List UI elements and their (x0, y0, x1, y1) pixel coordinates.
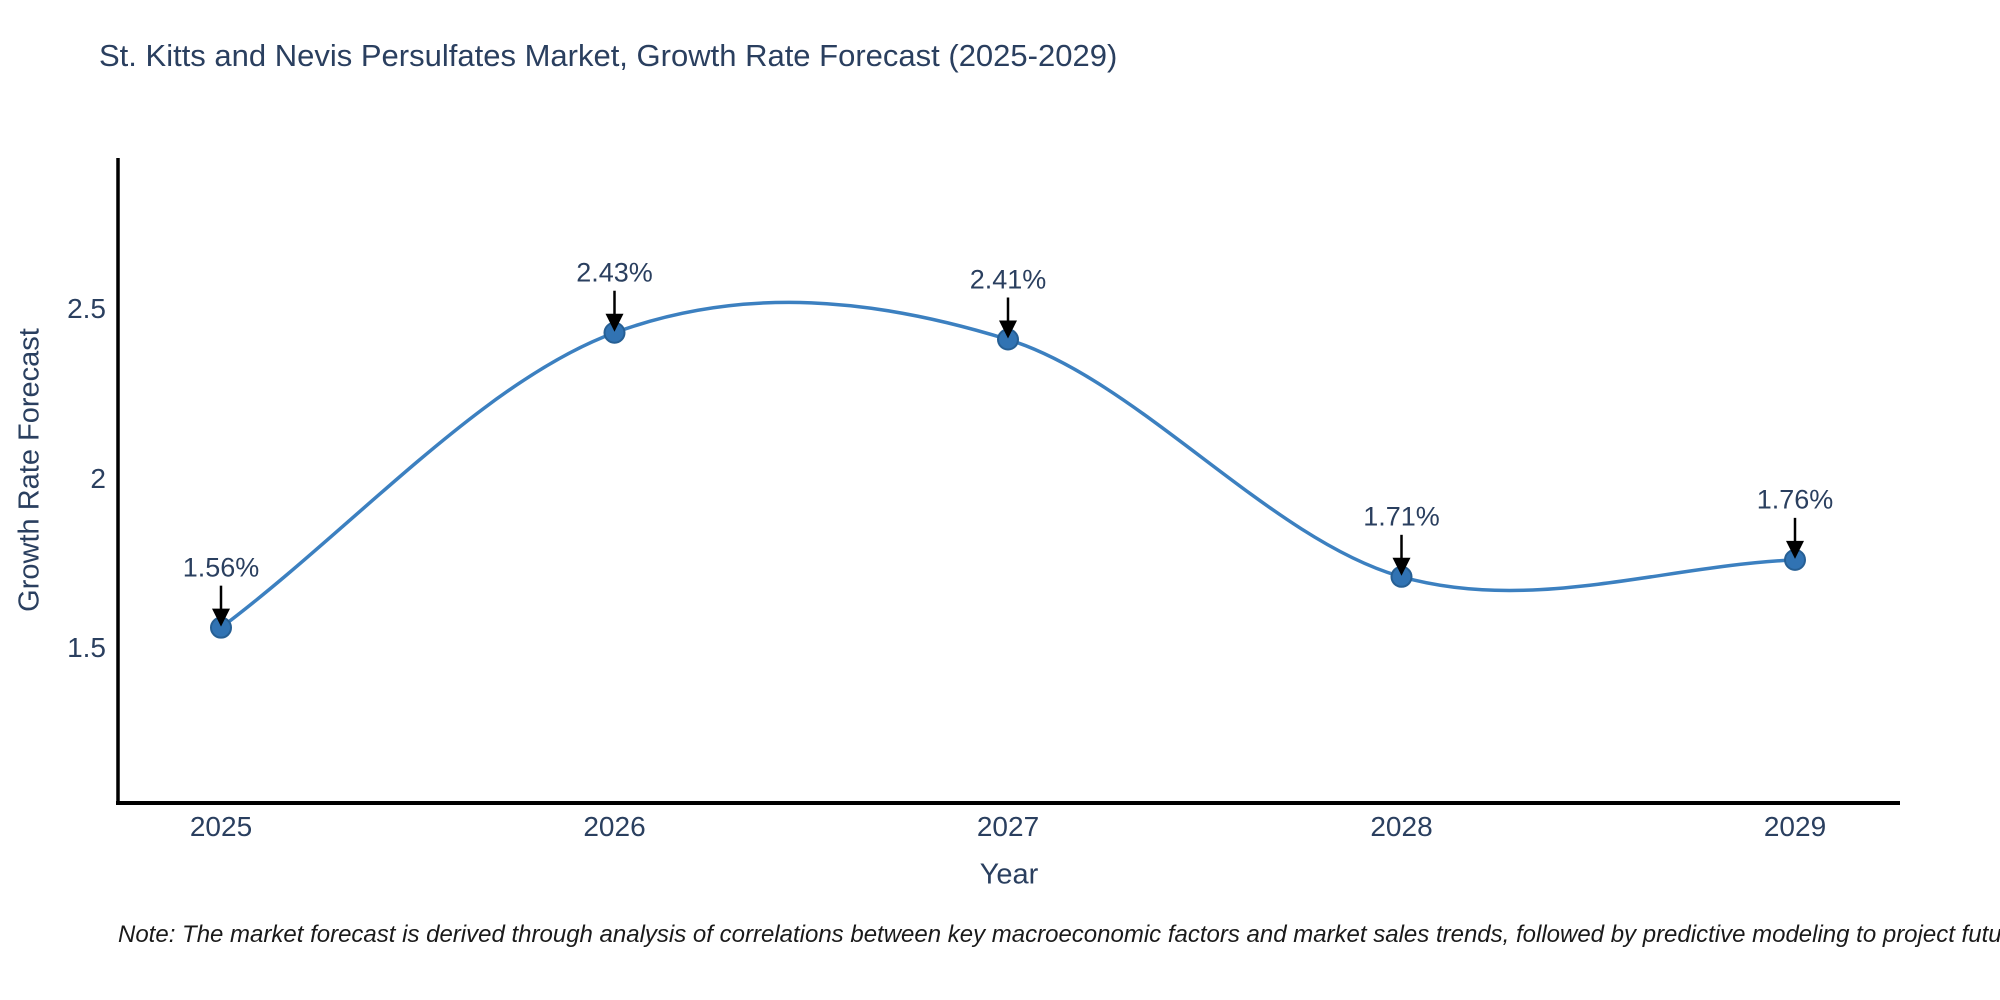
point-annotation: 1.76% (1756, 484, 1834, 515)
chart-title: St. Kitts and Nevis Persulfates Market, … (99, 38, 1118, 73)
point-annotation: 1.56% (182, 552, 260, 583)
trend-line (219, 300, 1797, 630)
annotation-arrow-head (605, 313, 624, 332)
y-tick-label: 1.5 (67, 632, 106, 663)
y-tick-label: 2 (90, 462, 106, 494)
point-annotation: 1.71% (1363, 501, 1440, 532)
y-tick-label: 2.5 (67, 293, 106, 324)
point-annotation: 2.43% (576, 257, 653, 288)
x-tick-label: 2027 (976, 811, 1040, 842)
annotation-arrow-head (212, 608, 230, 627)
x-tick-label: 2026 (583, 811, 646, 842)
x-tick-label: 2029 (1763, 811, 1827, 842)
footnote: Note: The market forecast is derived thr… (118, 921, 2000, 948)
point-annotation: 2.41% (969, 264, 1047, 294)
x-tick-label: 2028 (1370, 811, 1433, 842)
x-tick-label: 2025 (189, 811, 253, 842)
x-axis-title: Year (979, 858, 1039, 891)
annotation-arrow-head (999, 320, 1017, 339)
annotation-arrow-head (1392, 557, 1411, 576)
annotation-arrow-head (1786, 540, 1804, 559)
